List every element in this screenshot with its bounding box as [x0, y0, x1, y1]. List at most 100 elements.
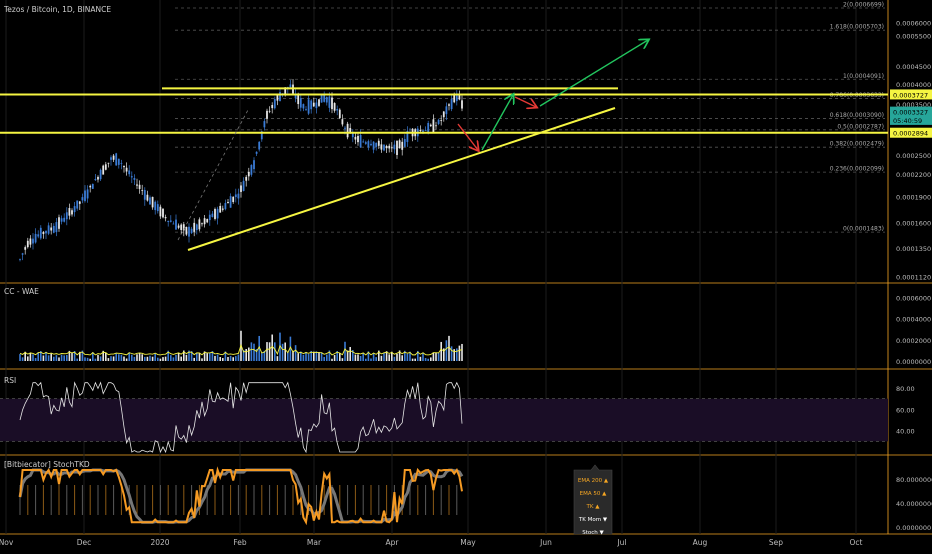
stoch-histogram [35, 485, 36, 515]
candle-body [71, 210, 73, 214]
wae-bar [19, 354, 21, 361]
wae-bar [30, 353, 32, 361]
candle-body [383, 145, 385, 151]
wae-bar [201, 358, 203, 361]
stoch-tick-label: 80.0000000 [896, 476, 932, 484]
stoch-histogram [269, 485, 270, 515]
candle-body [69, 208, 71, 216]
candle-body [232, 197, 234, 202]
wae-bar [438, 353, 440, 361]
candle-body [199, 219, 201, 229]
wae-bar [154, 354, 156, 361]
wae-bar [53, 357, 55, 361]
wae-bar [35, 358, 37, 361]
candle-body [316, 103, 318, 109]
wae-bar [360, 356, 362, 361]
candle-body [451, 99, 453, 109]
y-tick-label: 0.0001600 [896, 219, 931, 227]
candle-body [35, 234, 37, 242]
wae-bar [401, 355, 403, 361]
candle-body [368, 141, 370, 147]
candle-body [342, 119, 344, 124]
wae-bar [193, 358, 195, 361]
candle-body [66, 212, 68, 219]
wae-bar [388, 354, 390, 361]
wae-bar [271, 335, 273, 361]
wae-bar [199, 353, 201, 361]
candle-body [191, 229, 193, 233]
wae-bar [396, 354, 398, 361]
wae-tick-label: 0.0004000 [896, 316, 931, 324]
wae-bar [269, 342, 271, 361]
candle-body [381, 144, 383, 149]
stoch-histogram [386, 485, 387, 515]
stoch-histogram [277, 485, 278, 515]
wae-bar [303, 355, 305, 361]
candle-body [373, 142, 375, 150]
candle-body [131, 176, 133, 177]
wae-bar [459, 346, 461, 361]
stoch-histogram [441, 485, 442, 515]
fib-label: 2(0.0006699) [843, 2, 884, 9]
wae-bar [381, 356, 383, 361]
rsi-title: RSI [4, 376, 16, 385]
candle-body [37, 234, 39, 236]
wae-bar [63, 355, 65, 361]
candle-body [399, 140, 401, 148]
stoch-histogram [222, 485, 223, 515]
candle-body [248, 172, 250, 176]
candle-body [206, 219, 208, 222]
stoch-tick-label: 40.0000000 [896, 500, 932, 508]
candle-body [48, 225, 50, 233]
wae-bar [362, 353, 364, 361]
candle-body [290, 84, 292, 87]
wae-bar [162, 357, 164, 361]
candle-body [365, 142, 367, 144]
wae-bar [427, 359, 429, 361]
candle-body [79, 202, 81, 204]
candle-body [139, 185, 141, 189]
y-tick-label: 0.0001900 [896, 193, 931, 201]
candle-body [100, 170, 102, 179]
candle-body [344, 128, 346, 129]
stoch-histogram [285, 485, 286, 515]
y-tick-label: 0.0004000 [896, 81, 931, 89]
candle-body [438, 120, 440, 124]
wae-tick-label: 0.0000000 [896, 358, 931, 366]
wae-bar [121, 355, 123, 361]
wae-bar [149, 356, 151, 361]
wae-bar [126, 358, 128, 361]
wae-bar [232, 357, 234, 361]
stoch-histogram [105, 485, 106, 515]
wae-bar [157, 358, 159, 361]
candle-body [175, 220, 177, 230]
candle-body [251, 165, 253, 175]
candle-body [420, 130, 422, 131]
candle-body [147, 195, 149, 201]
wae-bar [277, 356, 279, 361]
wae-bar [297, 353, 299, 361]
candle-body [446, 106, 448, 114]
wae-bar [97, 355, 99, 361]
wae-bar [331, 359, 333, 361]
stoch-histogram [238, 485, 239, 515]
candle-body [300, 98, 302, 107]
wae-bar [284, 343, 286, 361]
stoch-histogram [176, 485, 177, 515]
y-tick-label: 0.0005500 [896, 33, 931, 41]
wae-bar [76, 359, 78, 361]
candle-body [219, 206, 221, 213]
candle-body [404, 139, 406, 147]
candle-body [186, 227, 188, 235]
candle-body [58, 217, 60, 229]
candle-body [167, 221, 169, 222]
candle-body [396, 141, 398, 155]
candle-body [448, 104, 450, 105]
wae-bar [175, 355, 177, 361]
signal-popup[interactable]: EMA 200 ▲EMA 50 ▲TK ▲TK Mom ▼Stoch ▼ [574, 465, 612, 536]
wae-bar [248, 348, 250, 361]
wae-bar [217, 354, 219, 361]
wae-bar [219, 357, 221, 361]
wae-bar [131, 355, 133, 361]
